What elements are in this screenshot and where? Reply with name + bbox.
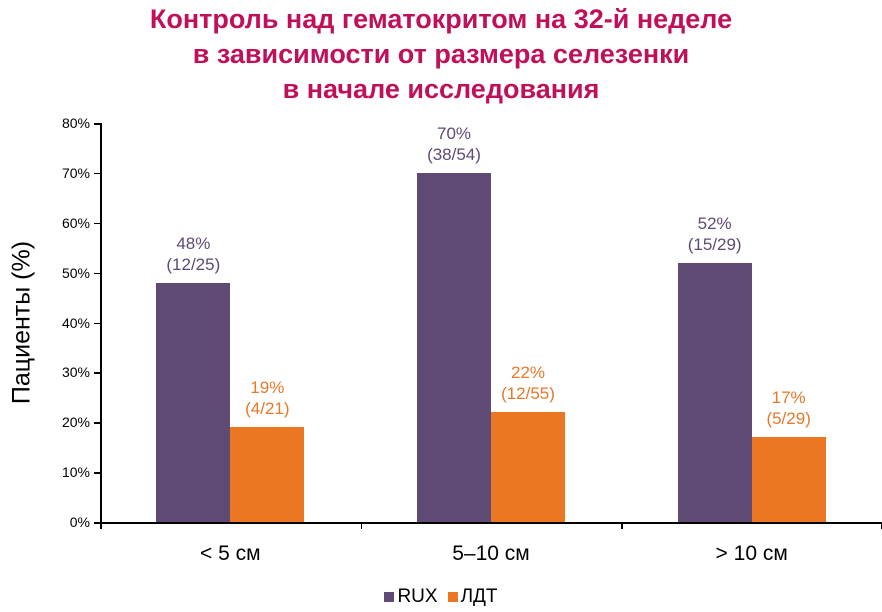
y-tick — [94, 222, 101, 225]
bar-value-label: 17% (5/29) — [766, 387, 810, 429]
legend: RUX ЛДТ — [0, 586, 882, 608]
bar-count: (12/25) — [166, 254, 221, 274]
bar-percent: 70% — [436, 123, 472, 143]
bar-count: (15/29) — [687, 234, 742, 254]
title-line-3: в начале исследования — [282, 74, 600, 104]
legend-swatch-rux — [384, 592, 395, 602]
x-tick — [100, 522, 102, 529]
y-tick — [94, 322, 101, 324]
legend-swatch-ldt — [447, 592, 458, 602]
x-category-label: > 10 см — [715, 542, 788, 565]
y-tick — [94, 272, 101, 275]
legend-item-rux: RUX — [384, 586, 438, 608]
bar-value-label: 52% (15/29) — [688, 213, 742, 255]
bar-ldt — [751, 437, 826, 522]
bar-rux — [677, 262, 752, 522]
bar-ldt — [491, 412, 565, 522]
x-tick — [360, 522, 363, 529]
x-tick — [880, 522, 882, 529]
bar-rux — [156, 282, 231, 522]
bar-percent: 52% — [697, 213, 732, 233]
y-tick-label: 10% — [61, 464, 90, 481]
y-tick — [94, 372, 101, 374]
bar-count: (5/29) — [766, 409, 811, 429]
title-line-1: Контроль над гематокритом на 32-й неделе — [149, 4, 733, 34]
y-tick-label: 50% — [61, 264, 90, 281]
title-line-2: в зависимости от размера селезенки — [192, 39, 690, 69]
y-tick — [94, 522, 101, 524]
y-tick-label: 80% — [61, 115, 90, 131]
bar-value-label: 70% (38/54) — [427, 123, 481, 165]
bar-ldt — [230, 427, 305, 522]
x-tick — [621, 522, 623, 529]
bar-value-label: 22% (12/55) — [501, 362, 555, 404]
bar-percent: 17% — [771, 388, 806, 408]
y-tick-label: 30% — [61, 364, 90, 381]
bar-percent: 48% — [176, 233, 211, 253]
y-tick — [94, 123, 101, 125]
legend-label-ldt: ЛДТ — [460, 586, 498, 607]
bar-value-label: 19% (4/21) — [245, 377, 289, 419]
y-tick-label: 0% — [69, 514, 90, 530]
bar-count: (38/54) — [427, 144, 481, 164]
bar-count: (12/55) — [501, 384, 555, 404]
x-axis — [100, 522, 882, 524]
bar-value-label: 48% (12/25) — [166, 233, 220, 275]
y-tick-label: 40% — [61, 314, 90, 331]
y-tick-label: 60% — [61, 214, 90, 231]
legend-item-ldt: ЛДТ — [447, 586, 498, 608]
bar-count: (4/21) — [245, 399, 290, 419]
bar-percent: 19% — [250, 378, 285, 398]
y-axis-label: Пациенты (%) — [7, 240, 36, 405]
bar-rux — [417, 172, 491, 522]
y-tick-label: 70% — [61, 164, 90, 181]
chart-title: Контроль над гематокритом на 32-й неделе… — [0, 0, 882, 107]
y-tick — [94, 472, 101, 474]
y-tick — [94, 422, 101, 424]
bar-percent: 22% — [510, 363, 546, 383]
x-category-label: < 5 см — [200, 542, 261, 565]
legend-label-rux: RUX — [397, 586, 438, 607]
y-tick — [94, 172, 101, 175]
x-category-label: 5–10 см — [452, 542, 530, 565]
y-tick-label: 20% — [61, 414, 90, 431]
